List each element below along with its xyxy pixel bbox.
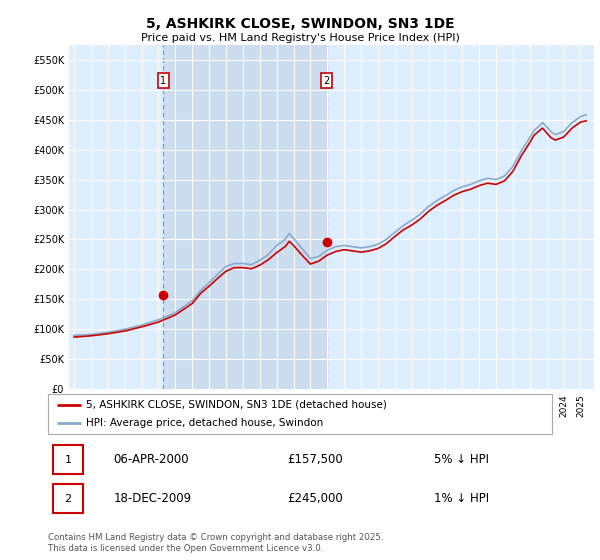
Text: 5, ASHKIRK CLOSE, SWINDON, SN3 1DE: 5, ASHKIRK CLOSE, SWINDON, SN3 1DE bbox=[146, 16, 454, 30]
Text: £245,000: £245,000 bbox=[287, 492, 343, 506]
Text: 1: 1 bbox=[65, 455, 71, 465]
Bar bbox=[53, 484, 83, 514]
Text: 5, ASHKIRK CLOSE, SWINDON, SN3 1DE (detached house): 5, ASHKIRK CLOSE, SWINDON, SN3 1DE (deta… bbox=[86, 400, 386, 409]
Text: £157,500: £157,500 bbox=[287, 453, 343, 466]
Text: 2: 2 bbox=[323, 76, 330, 86]
Text: Contains HM Land Registry data © Crown copyright and database right 2025.
This d: Contains HM Land Registry data © Crown c… bbox=[48, 533, 383, 553]
Bar bbox=[53, 445, 83, 474]
Text: 5% ↓ HPI: 5% ↓ HPI bbox=[434, 453, 489, 466]
Text: 18-DEC-2009: 18-DEC-2009 bbox=[113, 492, 191, 506]
Text: 2: 2 bbox=[65, 494, 72, 504]
Text: 06-APR-2000: 06-APR-2000 bbox=[113, 453, 189, 466]
Text: 1: 1 bbox=[160, 76, 166, 86]
Bar bbox=[163, 45, 326, 389]
Text: 1% ↓ HPI: 1% ↓ HPI bbox=[434, 492, 489, 506]
Text: HPI: Average price, detached house, Swindon: HPI: Average price, detached house, Swin… bbox=[86, 418, 323, 428]
Text: Price paid vs. HM Land Registry's House Price Index (HPI): Price paid vs. HM Land Registry's House … bbox=[140, 33, 460, 43]
